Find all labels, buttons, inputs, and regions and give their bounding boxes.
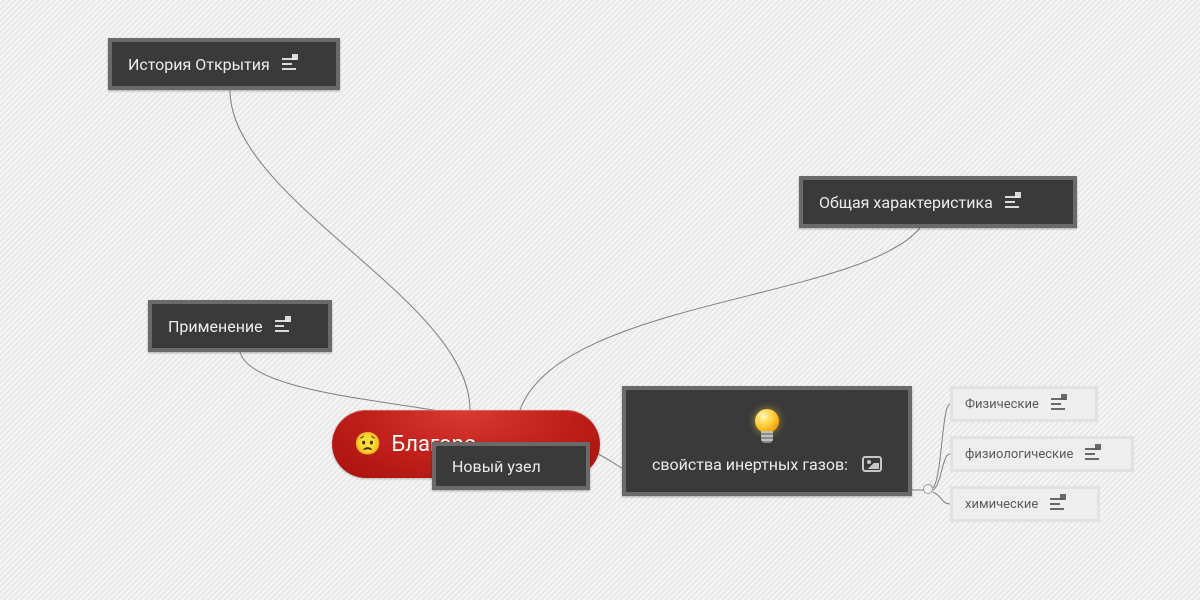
node-physiological[interactable]: физиологические — [950, 436, 1134, 472]
node-usage-label: Применение — [168, 317, 263, 336]
lightbulb-icon — [753, 409, 781, 445]
node-history[interactable]: История Открытия — [108, 38, 340, 90]
node-history-label: История Открытия — [128, 55, 270, 74]
node-chemical[interactable]: химические — [950, 486, 1100, 522]
sad-face-icon: 😟 — [354, 432, 381, 457]
edge-junction — [923, 484, 933, 494]
node-physiological-label: физиологические — [965, 447, 1073, 462]
note-add-icon — [1050, 498, 1064, 510]
node-general[interactable]: Общая характеристика — [799, 176, 1077, 228]
note-add-icon — [282, 58, 296, 70]
image-icon — [862, 456, 882, 472]
node-usage[interactable]: Применение — [148, 300, 332, 352]
note-add-icon — [275, 320, 289, 332]
note-add-icon — [1051, 398, 1065, 410]
node-properties[interactable]: свойства инертных газов: — [622, 386, 912, 496]
node-properties-label: свойства инертных газов: — [652, 455, 848, 474]
node-physical[interactable]: Физические — [950, 386, 1098, 422]
node-newnode[interactable]: Новый узел — [432, 442, 590, 490]
node-general-label: Общая характеристика — [819, 193, 993, 212]
node-physical-label: Физические — [965, 397, 1039, 412]
note-add-icon — [1085, 448, 1099, 460]
node-newnode-label: Новый узел — [452, 457, 541, 476]
note-add-icon — [1005, 196, 1019, 208]
node-chemical-label: химические — [965, 497, 1038, 512]
